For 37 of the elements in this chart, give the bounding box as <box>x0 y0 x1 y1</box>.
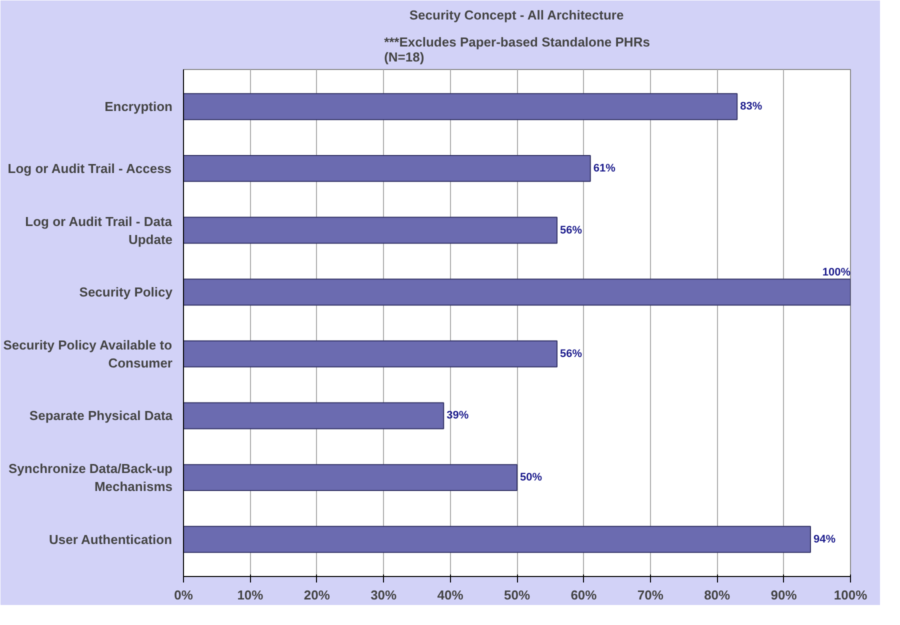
data-label: 56% <box>560 224 582 236</box>
bar <box>184 526 811 553</box>
x-tick-label: 50% <box>504 588 530 602</box>
y-tick-label: Log or Audit Trail - Access <box>8 160 172 176</box>
data-label: 50% <box>520 472 542 484</box>
chart-subtitle: ***Excludes Paper-based Standalone PHRs (N=18) <box>384 34 650 64</box>
chart-title: Security Concept - All Architecture <box>409 8 624 22</box>
bar <box>184 216 558 244</box>
data-label: 61% <box>593 162 616 174</box>
bar <box>184 278 850 306</box>
x-tick-label: 30% <box>370 588 398 602</box>
y-tick-label: Security Policy <box>79 284 174 300</box>
bar <box>184 340 558 368</box>
x-tick-label: 100% <box>834 588 868 602</box>
y-tick-label: Encryption <box>104 99 173 114</box>
x-tick-label: 40% <box>437 588 464 602</box>
x-tick-label: 70% <box>637 588 664 602</box>
x-tick-label: 10% <box>237 588 264 602</box>
x-tick-label: 90% <box>770 588 798 602</box>
data-label: 83% <box>740 100 762 113</box>
x-tick-label: 80% <box>704 588 731 602</box>
data-label: 100% <box>822 266 851 278</box>
y-tick-label: User Authentication <box>48 532 172 547</box>
data-label: 94% <box>813 533 836 546</box>
bar <box>184 464 518 492</box>
y-tick-label: Synchronize Data/Back-up Mechanisms <box>8 461 173 494</box>
bar <box>184 402 444 430</box>
x-tick-label: 20% <box>304 588 330 602</box>
bar <box>184 154 591 182</box>
y-tick-label: Separate Physical Data <box>29 408 174 424</box>
data-label: 56% <box>560 348 582 360</box>
y-tick-label: Log or Audit Trail - Data Update <box>25 214 173 247</box>
data-label: 39% <box>446 410 469 422</box>
x-tick-label: 0% <box>174 588 194 602</box>
y-tick-label: Security Policy Available to Consumer <box>3 337 173 370</box>
bar <box>184 93 738 120</box>
x-tick-label: 60% <box>570 588 598 602</box>
